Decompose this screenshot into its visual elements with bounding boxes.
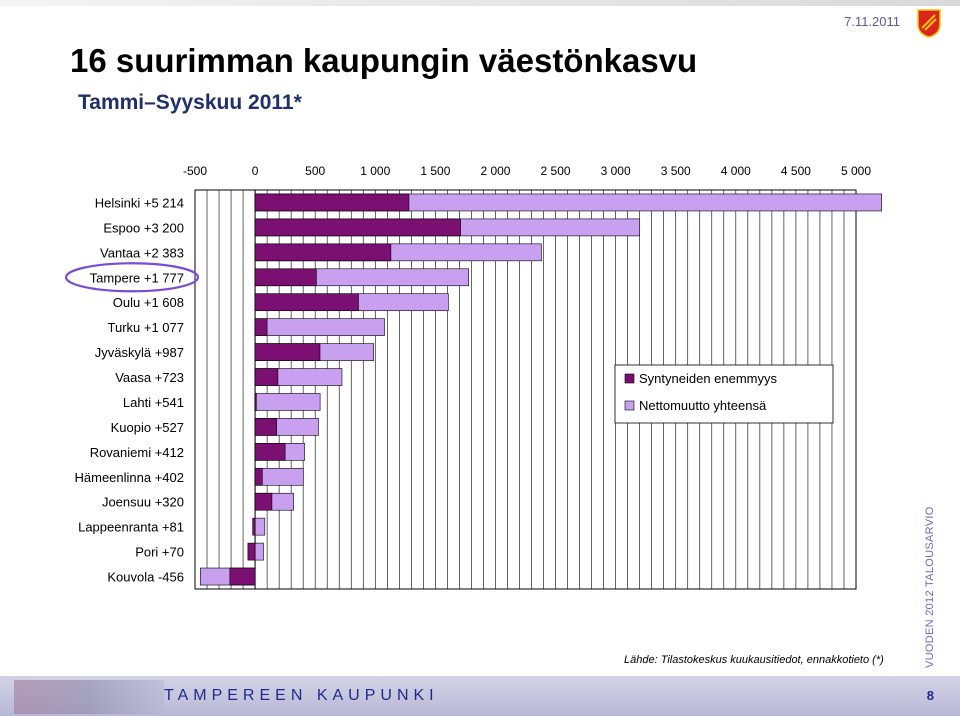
x-tick-label: 4 000 [721,164,751,178]
page-number: 8 [926,688,934,703]
bar-natural-increase [254,243,392,262]
page-subtitle: Tammi–Syyskuu 2011* [78,91,302,114]
category-label: Oulu +1 608 [113,295,184,310]
category-label: Kuopio +527 [111,420,184,435]
x-tick-label: -500 [183,164,207,178]
page-title: 16 suurimman kaupungin väestönkasvu [70,42,698,79]
top-strip [0,0,960,6]
source-note: Lähde: Tilastokeskus kuukausitiedot, enn… [624,654,884,666]
category-label: Turku +1 077 [108,320,184,335]
footer-image [14,680,164,714]
x-tick-label: 0 [252,164,259,178]
bar-natural-increase [254,293,359,312]
bar-natural-increase [254,218,461,237]
date-label: 7.11.2011 [844,14,900,29]
x-tick-label: 5 000 [841,164,871,178]
legend-swatch [624,400,635,411]
category-label: Joensuu +320 [102,495,184,510]
category-label: Espoo +3 200 [103,220,184,235]
bar-natural-increase [254,393,257,411]
bar-net-migration [254,393,321,411]
x-tick-label: 1 000 [360,164,390,178]
bar-natural-increase [252,517,256,536]
bar-natural-increase [254,318,268,336]
footer-org-name: TAMPEREEN KAUPUNKI [164,687,439,704]
population-growth-chart: -500 0 500 1 000 1 500 2 000 2 500 3 000 3 500 4 … [64,164,883,590]
highlight-ellipse [64,262,200,293]
x-tick-label: 3 500 [661,164,691,178]
category-label: Jyväskylä +987 [95,345,184,360]
legend-box [614,364,834,424]
budget-side-label: VUODEN 2012 TALOUSARVIO [924,506,936,668]
legend-swatch [624,373,635,384]
x-tick-label: 2 500 [541,164,571,178]
category-label: Vaasa +723 [115,370,184,385]
x-tick-label: 2 000 [480,164,510,178]
x-tick-label: 3 000 [601,164,631,178]
category-label: Helsinki +5 214 [95,195,184,210]
bar-natural-increase [229,567,256,586]
category-label: Lappeenranta +81 [78,520,184,535]
bar-natural-increase [254,418,278,436]
category-label: Kouvola -456 [107,570,184,585]
category-label: Hämeenlinna +402 [75,470,185,485]
legend-label: Syntyneiden enemmyys [639,371,778,386]
bar-natural-increase [254,492,273,511]
category-label: Lahti +541 [123,395,184,410]
bar-net-migration [254,542,264,561]
bar-natural-increase [254,193,410,212]
bar-natural-increase [254,467,263,486]
category-label: Vantaa +2 383 [100,245,184,260]
bar-natural-increase [247,542,256,561]
x-tick-label: 4 500 [781,164,811,178]
bar-natural-increase [254,443,286,461]
city-crest-icon [917,9,941,38]
bar-natural-increase [254,368,279,386]
bar-natural-increase [254,268,317,287]
category-label: Tampere +1 777 [90,270,184,285]
legend-label: Nettomuutto yhteensä [639,398,767,413]
bar-natural-increase [254,343,321,361]
category-label: Pori +70 [135,545,184,560]
bar-net-migration [254,517,266,536]
category-label: Rovaniemi +412 [90,445,184,460]
x-tick-label: 500 [305,164,325,178]
bar-net-migration [254,318,385,336]
x-tick-label: 1 500 [420,164,450,178]
